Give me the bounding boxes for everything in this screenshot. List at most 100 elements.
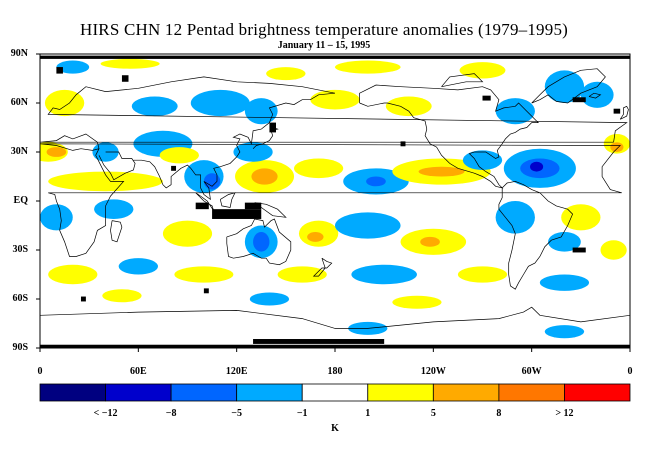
anomaly-patch <box>249 292 290 306</box>
coastline <box>531 68 606 104</box>
missing-data-block <box>203 288 209 294</box>
anomaly-patch <box>244 98 278 125</box>
colorbar-swatch <box>301 383 369 402</box>
lon-tick-label: 0 <box>627 366 633 377</box>
anomaly-patch <box>580 81 614 108</box>
lon-tick-label: 0 <box>37 366 43 377</box>
missing-data-block <box>40 55 630 59</box>
missing-data-block <box>80 296 86 302</box>
lat-tick-label: 60N <box>10 97 28 108</box>
anomaly-patch <box>459 62 506 79</box>
anomaly-patch <box>294 158 344 179</box>
anomaly-patch <box>600 240 627 260</box>
axis-ticks <box>36 53 631 352</box>
coastline <box>110 220 123 243</box>
lon-tick-label: 60W <box>521 366 542 377</box>
coastline <box>98 151 136 181</box>
anomaly-patch <box>277 266 327 283</box>
missing-data-block <box>171 165 177 171</box>
missing-data-block <box>40 344 630 348</box>
lat-tick-label: 90S <box>12 342 28 353</box>
lat-tick-label: 30S <box>12 244 28 255</box>
missing-data-block <box>613 108 621 114</box>
coastline <box>441 73 484 88</box>
anomaly-field <box>40 58 630 339</box>
anomaly-patch <box>174 266 234 283</box>
anomaly-patch <box>385 96 432 117</box>
anomaly-patch <box>495 98 535 125</box>
missing-data-block <box>482 95 491 101</box>
anomaly-patch <box>56 60 90 74</box>
colorbar-label: −5 <box>231 408 242 419</box>
anomaly-patch <box>335 212 401 239</box>
missing-data-block <box>195 202 209 210</box>
anomaly-patch <box>392 295 442 309</box>
anomaly-patch <box>159 147 199 164</box>
missing-data-block <box>121 75 129 82</box>
lat-tick-label: 60S <box>12 293 28 304</box>
anomaly-patch <box>530 161 544 172</box>
lon-tick-label: 180 <box>327 366 343 377</box>
coastline <box>226 218 292 266</box>
anomaly-patch <box>544 325 585 339</box>
anomaly-patch <box>94 199 134 219</box>
map-subtitle: January 11 – 15, 1995 <box>277 40 371 51</box>
anomaly-patch <box>190 89 250 117</box>
anomaly-patch <box>561 204 601 231</box>
anomaly-patch <box>100 58 160 69</box>
anomaly-patch <box>46 147 67 157</box>
coastline <box>498 181 574 290</box>
anomaly-patch <box>495 201 535 234</box>
anomaly-patch <box>40 204 73 231</box>
anomaly-patch <box>203 173 221 190</box>
lon-tick-label: 60E <box>129 366 147 377</box>
anomaly-patch <box>548 232 581 252</box>
colorbar-swatch <box>498 383 565 402</box>
colorbar-swatch <box>105 383 172 402</box>
missing-data-block <box>572 97 586 103</box>
lon-tick-label: 120W <box>420 366 446 377</box>
coastline <box>40 306 630 329</box>
missing-data-block <box>572 247 586 253</box>
anomaly-patch <box>366 176 386 187</box>
anomaly-patch <box>610 142 624 153</box>
missing-data-block <box>56 67 63 74</box>
anomaly-patch <box>335 60 401 74</box>
lon-tick-label: 120E <box>225 366 248 377</box>
colorbar-swatch <box>39 383 106 402</box>
missing-data-block <box>212 209 262 219</box>
anomaly-patch <box>462 150 503 170</box>
missing-data-block <box>400 141 406 147</box>
anomaly-patch <box>162 220 213 247</box>
lat-tick-label: 30N <box>10 146 28 157</box>
colorbar-label: −1 <box>296 408 308 419</box>
colorbar-label: 1 <box>365 408 371 419</box>
anomaly-patch <box>251 168 278 185</box>
anomaly-patch <box>44 89 85 117</box>
anomaly-patch <box>253 232 270 252</box>
coastline <box>40 133 622 257</box>
lat-tick-label: 90N <box>10 48 28 59</box>
anomaly-patch <box>351 264 417 285</box>
anomaly-patch <box>539 274 590 291</box>
anomaly-patch <box>48 171 163 192</box>
coastline <box>133 92 336 201</box>
colorbar-label: 5 <box>430 408 436 419</box>
colorbar-swatch <box>432 383 500 402</box>
colorbar-swatch <box>236 383 303 402</box>
anomaly-patch <box>48 264 98 285</box>
anomaly-patch <box>307 232 324 242</box>
colorbar-unit: K <box>331 423 339 434</box>
anomaly-patch <box>420 236 440 247</box>
coastline <box>219 192 236 208</box>
missing-data-block <box>244 202 262 210</box>
anomaly-patch <box>266 67 306 81</box>
anomaly-patch <box>131 96 178 117</box>
coastline <box>588 92 602 99</box>
anomaly-patch <box>544 70 585 103</box>
colorbar-swatch <box>170 383 238 402</box>
coastline <box>47 76 628 143</box>
colorbar <box>39 383 631 402</box>
